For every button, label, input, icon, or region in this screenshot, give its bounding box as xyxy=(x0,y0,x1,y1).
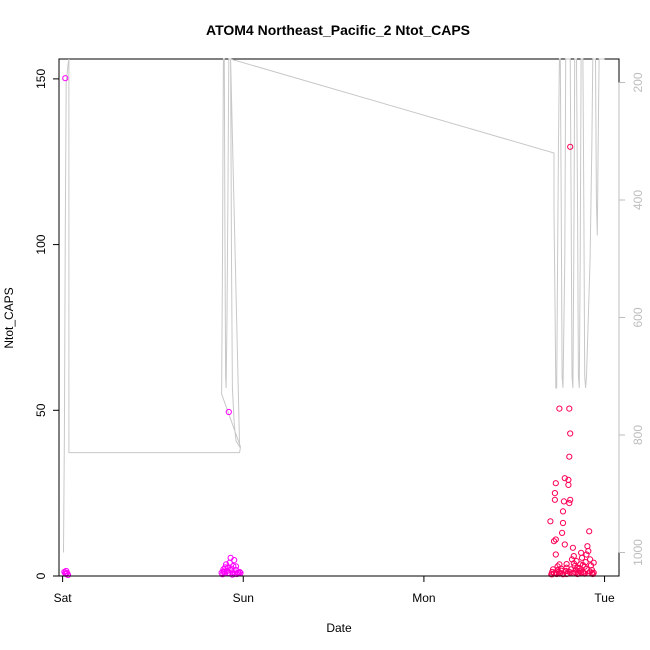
data-point xyxy=(551,496,559,503)
data-point xyxy=(584,543,591,550)
data-point xyxy=(561,475,568,482)
data-point xyxy=(559,529,566,537)
data-point xyxy=(552,551,559,558)
data-point xyxy=(566,405,573,412)
data-point xyxy=(552,536,559,543)
data-point xyxy=(554,563,561,570)
data-point xyxy=(585,548,592,555)
plot-area-frame xyxy=(58,58,620,577)
data-point xyxy=(579,562,587,569)
y-axis-right: 200 400 600 800 1000 xyxy=(618,72,645,566)
depth-line-layer xyxy=(63,58,605,553)
y-axis-left: 0 50 100 150 xyxy=(34,69,60,579)
data-point xyxy=(567,496,574,503)
data-point xyxy=(590,559,597,566)
data-point xyxy=(222,564,229,571)
data-point xyxy=(563,561,570,568)
x-axis-label: Date xyxy=(326,621,352,635)
data-point xyxy=(587,568,594,575)
data-point xyxy=(225,408,232,416)
data-point xyxy=(565,568,572,575)
y2-tick-label: 600 xyxy=(631,307,645,327)
data-point xyxy=(565,481,572,488)
depth-series-line xyxy=(63,58,605,553)
data-point xyxy=(549,571,556,578)
y2-tick-label: 400 xyxy=(631,190,645,210)
x-axis: Sat Sun Mon Tue xyxy=(54,575,615,605)
data-point xyxy=(583,551,590,558)
data-point xyxy=(550,538,558,545)
data-point xyxy=(229,571,236,578)
y-tick-label: 100 xyxy=(34,234,48,254)
data-point xyxy=(570,553,577,560)
x-tick-label: Sun xyxy=(233,591,254,605)
data-point xyxy=(223,561,230,568)
data-point xyxy=(63,567,70,575)
data-point xyxy=(559,519,567,527)
y-axis-label: Ntot_CAPS xyxy=(2,287,16,348)
data-point xyxy=(553,570,560,578)
data-point xyxy=(547,518,554,525)
data-point xyxy=(561,541,568,548)
data-point xyxy=(567,430,574,437)
data-point xyxy=(559,571,567,578)
data-point xyxy=(567,143,574,150)
data-point xyxy=(556,405,563,412)
y-tick-label: 150 xyxy=(34,69,48,89)
x-tick-label: Sat xyxy=(54,591,73,605)
data-point xyxy=(231,557,238,564)
data-point xyxy=(232,563,240,570)
y2-tick-label: 1000 xyxy=(631,539,645,566)
data-point xyxy=(558,567,565,574)
data-point xyxy=(551,490,559,497)
points-layer xyxy=(61,75,597,579)
data-point xyxy=(569,544,577,551)
data-point xyxy=(560,498,568,505)
data-point xyxy=(62,75,69,82)
y2-tick-label: 800 xyxy=(631,425,645,445)
y-tick-label: 50 xyxy=(34,403,48,417)
data-point xyxy=(586,528,593,535)
data-point xyxy=(570,560,577,567)
y2-tick-label: 200 xyxy=(631,72,645,92)
x-tick-label: Tue xyxy=(594,591,615,605)
data-point xyxy=(559,508,567,515)
data-point xyxy=(587,556,594,563)
data-point xyxy=(236,568,243,576)
x-tick-label: Mon xyxy=(412,591,435,605)
chart-title: ATOM4 Northeast_Pacific_2 Ntot_CAPS xyxy=(206,22,470,38)
data-point xyxy=(552,480,559,487)
data-point xyxy=(566,453,573,460)
data-point xyxy=(578,554,586,561)
data-point xyxy=(566,500,573,507)
y-tick-label: 0 xyxy=(34,572,48,579)
data-point xyxy=(572,566,579,573)
data-point xyxy=(578,549,585,556)
